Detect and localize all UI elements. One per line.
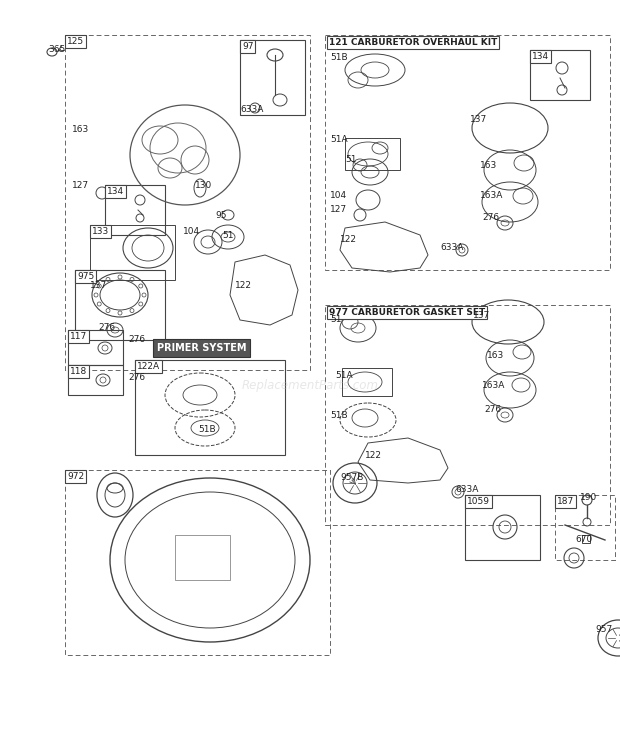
Bar — [65, 35, 310, 370]
Text: 51A: 51A — [330, 135, 348, 144]
Text: 137: 137 — [470, 115, 487, 124]
Text: 51B: 51B — [330, 54, 348, 62]
Text: 118: 118 — [70, 367, 87, 376]
Text: 163: 163 — [487, 350, 504, 359]
Bar — [582, 535, 590, 543]
Text: 1059: 1059 — [467, 497, 490, 506]
Text: 121 CARBURETOR OVERHAUL KIT: 121 CARBURETOR OVERHAUL KIT — [329, 38, 497, 47]
Text: 163: 163 — [72, 126, 89, 135]
Bar — [240, 40, 305, 115]
Bar — [325, 35, 610, 270]
Text: 127: 127 — [330, 205, 347, 214]
Text: 163: 163 — [480, 161, 497, 170]
Text: 276: 276 — [128, 373, 145, 382]
Text: 977 CARBURETOR GASKET SET: 977 CARBURETOR GASKET SET — [329, 308, 485, 317]
Text: 122: 122 — [365, 451, 382, 460]
Text: 633A: 633A — [240, 106, 264, 115]
Text: 670: 670 — [575, 536, 592, 545]
Text: 134: 134 — [107, 187, 124, 196]
Text: 122: 122 — [340, 236, 357, 245]
Text: 104: 104 — [330, 190, 347, 199]
Text: 972: 972 — [67, 472, 84, 481]
Text: 957: 957 — [595, 626, 613, 635]
Text: 163A: 163A — [482, 380, 505, 390]
Text: 51: 51 — [330, 315, 342, 324]
Bar — [175, 535, 230, 580]
Text: 134: 134 — [532, 52, 549, 61]
Text: 190: 190 — [580, 493, 597, 502]
Text: ReplacementParts.com: ReplacementParts.com — [242, 379, 378, 391]
Bar — [530, 50, 590, 100]
Bar — [75, 270, 165, 340]
Text: 633A: 633A — [440, 243, 463, 252]
Text: PRIMER SYSTEM: PRIMER SYSTEM — [157, 343, 247, 353]
Bar — [345, 138, 400, 170]
Text: 133: 133 — [92, 227, 109, 236]
Text: 127: 127 — [72, 181, 89, 190]
Text: 122A: 122A — [137, 362, 160, 371]
Bar — [105, 185, 165, 235]
Bar — [555, 495, 615, 560]
Bar — [342, 368, 392, 396]
Text: 137: 137 — [473, 310, 490, 319]
Text: 276: 276 — [484, 405, 501, 414]
Text: 122: 122 — [235, 280, 252, 289]
Bar — [465, 495, 540, 560]
Bar — [65, 470, 330, 655]
Text: 365: 365 — [48, 45, 65, 54]
Text: 137: 137 — [90, 280, 107, 289]
Text: 51: 51 — [222, 231, 234, 240]
Text: 276: 276 — [98, 324, 115, 333]
Text: 957B: 957B — [340, 473, 363, 483]
Text: 51B: 51B — [198, 426, 216, 434]
Text: 97: 97 — [242, 42, 254, 51]
Text: 187: 187 — [557, 497, 574, 506]
Bar — [135, 360, 285, 455]
Text: 163A: 163A — [480, 190, 503, 199]
Text: 276: 276 — [482, 214, 499, 222]
Text: 276: 276 — [128, 336, 145, 344]
Text: 95: 95 — [215, 211, 226, 219]
Text: 130: 130 — [195, 181, 212, 190]
Bar — [68, 365, 123, 395]
Bar — [68, 330, 123, 365]
Bar — [90, 225, 175, 280]
Bar — [325, 305, 610, 525]
Text: 51A: 51A — [335, 371, 353, 379]
Text: 633A: 633A — [455, 486, 479, 495]
Text: 125: 125 — [67, 37, 84, 46]
Text: 104: 104 — [183, 228, 200, 237]
Text: 51: 51 — [345, 155, 356, 164]
Text: 975: 975 — [77, 272, 94, 281]
Text: 51B: 51B — [330, 411, 348, 420]
Text: 117: 117 — [70, 332, 87, 341]
